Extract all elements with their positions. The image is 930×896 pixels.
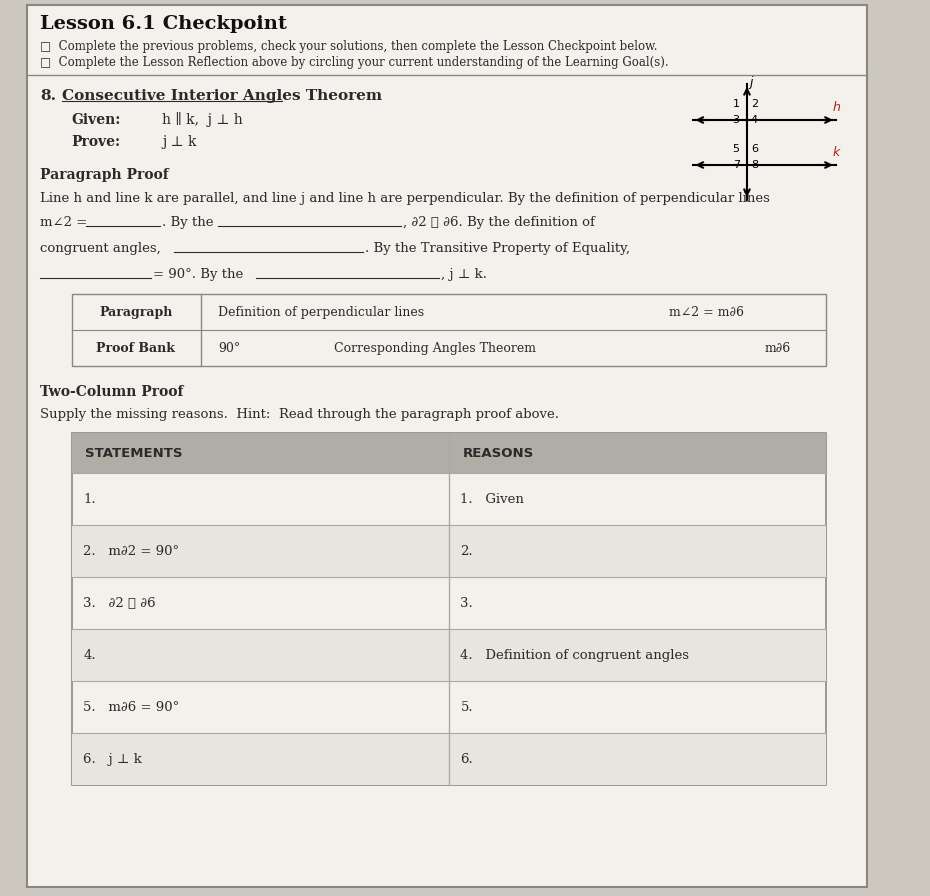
FancyBboxPatch shape: [27, 5, 868, 887]
Text: Given:: Given:: [72, 113, 121, 127]
FancyBboxPatch shape: [72, 433, 826, 473]
Text: 3.: 3.: [460, 597, 473, 609]
Text: 5.: 5.: [460, 701, 473, 713]
Text: h: h: [833, 101, 841, 114]
Text: 1.   Given: 1. Given: [460, 493, 525, 505]
Text: 2: 2: [751, 99, 758, 109]
Text: congruent angles,: congruent angles,: [40, 242, 166, 254]
Text: 2.   m∂2 = 90°: 2. m∂2 = 90°: [83, 545, 179, 557]
FancyBboxPatch shape: [72, 733, 826, 785]
Text: , j ⊥ k.: , j ⊥ k.: [442, 268, 487, 280]
Text: Two-Column Proof: Two-Column Proof: [40, 385, 183, 399]
Text: Definition of perpendicular lines: Definition of perpendicular lines: [218, 306, 424, 318]
Text: 8.: 8.: [40, 89, 56, 103]
Text: 4.   Definition of congruent angles: 4. Definition of congruent angles: [460, 649, 689, 661]
FancyBboxPatch shape: [72, 294, 826, 366]
Text: STATEMENTS: STATEMENTS: [85, 446, 182, 460]
Text: 7: 7: [733, 160, 739, 170]
Text: m∂6: m∂6: [764, 341, 790, 355]
Text: h ∥ k,  j ⊥ h: h ∥ k, j ⊥ h: [163, 113, 243, 127]
FancyBboxPatch shape: [72, 433, 826, 785]
Text: j ⊥ k: j ⊥ k: [163, 135, 197, 149]
Text: 6: 6: [751, 144, 758, 154]
Text: 5: 5: [733, 144, 739, 154]
Text: Paragraph: Paragraph: [99, 306, 172, 318]
Text: . By the Transitive Property of Equality,: . By the Transitive Property of Equality…: [365, 242, 630, 254]
Text: 4: 4: [751, 115, 758, 125]
Text: Supply the missing reasons.  Hint:  Read through the paragraph proof above.: Supply the missing reasons. Hint: Read t…: [40, 408, 559, 420]
FancyBboxPatch shape: [72, 629, 826, 681]
Text: Consecutive Interior Angles Theorem: Consecutive Interior Angles Theorem: [62, 89, 382, 103]
Text: □  Complete the Lesson Reflection above by circling your current understanding o: □ Complete the Lesson Reflection above b…: [40, 56, 669, 68]
Text: m∠2 =: m∠2 =: [40, 216, 92, 228]
Text: 4.: 4.: [83, 649, 96, 661]
Text: Corresponding Angles Theorem: Corresponding Angles Theorem: [334, 341, 537, 355]
Text: Proof Bank: Proof Bank: [96, 341, 175, 355]
Text: 90°: 90°: [218, 341, 240, 355]
Text: m∠2 = m∂6: m∠2 = m∂6: [669, 306, 744, 318]
Text: k: k: [833, 146, 840, 159]
Text: 1.: 1.: [83, 493, 96, 505]
Text: 5.   m∂6 = 90°: 5. m∂6 = 90°: [83, 701, 179, 713]
Text: , ∂2 ≅ ∂6. By the definition of: , ∂2 ≅ ∂6. By the definition of: [403, 216, 595, 228]
Text: 3.   ∂2 ≅ ∂6: 3. ∂2 ≅ ∂6: [83, 597, 155, 609]
Text: 1: 1: [733, 99, 739, 109]
Text: □  Complete the previous problems, check your solutions, then complete the Lesso: □ Complete the previous problems, check …: [40, 39, 658, 53]
Text: Line h and line k are parallel, and line j and line h are perpendicular. By the : Line h and line k are parallel, and line…: [40, 192, 770, 204]
Text: 6.: 6.: [460, 753, 473, 765]
Text: 2.: 2.: [460, 545, 473, 557]
Text: . By the: . By the: [163, 216, 219, 228]
Text: Prove:: Prove:: [72, 135, 121, 149]
Text: 8: 8: [751, 160, 758, 170]
Text: REASONS: REASONS: [462, 446, 534, 460]
Text: 3: 3: [733, 115, 739, 125]
Text: 6.   j ⊥ k: 6. j ⊥ k: [83, 753, 142, 765]
Text: j: j: [750, 76, 753, 89]
FancyBboxPatch shape: [72, 525, 826, 577]
Text: = 90°. By the: = 90°. By the: [153, 268, 247, 280]
Text: Paragraph Proof: Paragraph Proof: [40, 168, 169, 182]
Text: Lesson 6.1 Checkpoint: Lesson 6.1 Checkpoint: [40, 15, 287, 33]
